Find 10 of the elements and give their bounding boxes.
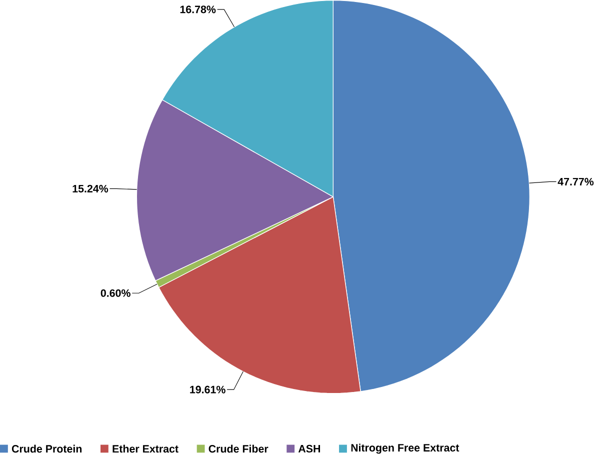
data-label: 16.78% xyxy=(180,6,216,14)
data-label: 15.24% xyxy=(72,185,108,193)
legend-label: Ether Extract xyxy=(112,444,178,453)
data-label: 19.61% xyxy=(190,386,226,394)
legend-label: Crude Protein xyxy=(12,444,82,453)
legend-label: Crude Fiber xyxy=(208,444,268,453)
data-label: 47.77% xyxy=(558,178,594,186)
data-label: 0.60% xyxy=(100,289,130,298)
legend-label: ASH xyxy=(298,445,320,453)
legend-label: Nitrogen Free Extract xyxy=(351,444,460,454)
